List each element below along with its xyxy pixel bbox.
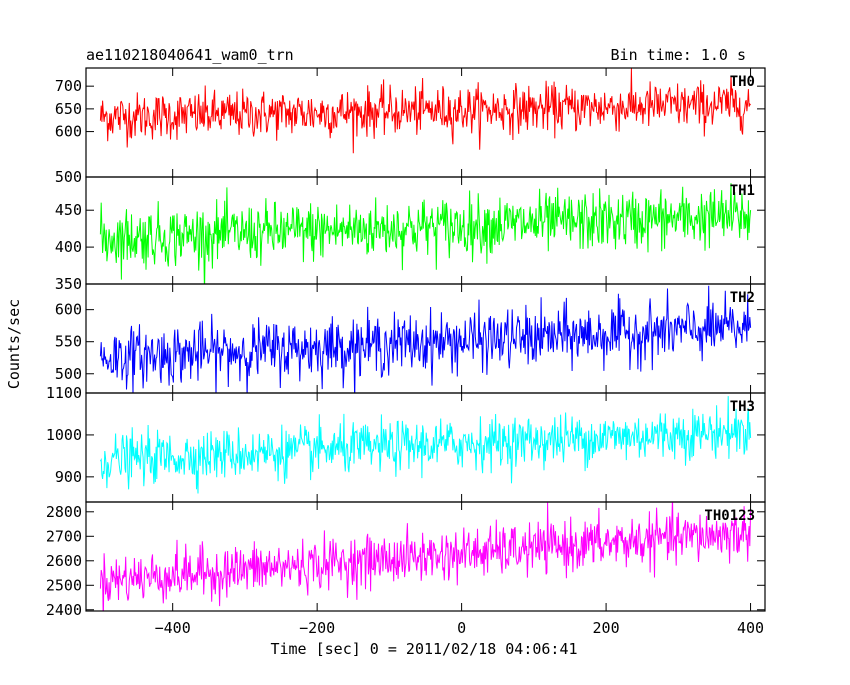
- panels-group: TH0 600 650 700 500 TH1 400 450 350 TH2 500 550 600 T…: [46, 67, 766, 637]
- x-tick-label: 400: [737, 619, 764, 637]
- y-tick-label-th2: 500: [55, 365, 82, 383]
- panel-frame-th0: [85, 67, 766, 178]
- y-tick-label-th1: 450: [55, 201, 82, 219]
- y-tick-label-th0123: 2700: [46, 527, 82, 545]
- series-line-th0: [99, 68, 751, 154]
- bin-time-label: Bin time: 1.0 s: [611, 46, 746, 64]
- y-boundary-label-th3: 1100: [46, 384, 82, 402]
- y-tick-label-th0: 650: [55, 100, 82, 118]
- y-tick-label-th0: 700: [55, 77, 82, 95]
- y-tick-label-th2: 600: [55, 301, 82, 319]
- x-tick-label: −400: [155, 619, 191, 637]
- y-tick-label-th0123: 2800: [46, 503, 82, 521]
- series-line-th3: [99, 396, 752, 494]
- panel-frame-th0123: [85, 501, 766, 612]
- series-line-th0123: [99, 502, 752, 611]
- panel-label-th0: TH0: [730, 74, 755, 90]
- x-tick-label: −200: [299, 619, 335, 637]
- series-line-th1: [99, 183, 752, 284]
- y-tick-label-th2: 550: [55, 333, 82, 351]
- y-tick-label-th3: 1000: [46, 426, 82, 444]
- y-tick-label-th3: 900: [55, 468, 82, 486]
- panel-label-th3: TH3: [730, 399, 755, 415]
- y-tick-label-th1: 400: [55, 238, 82, 256]
- panel-label-th1: TH1: [730, 183, 755, 199]
- x-axis-label: Time [sec] 0 = 2011/02/18 04:06:41: [270, 640, 577, 658]
- panel-label-th2: TH2: [730, 290, 755, 306]
- y-tick-label-th0123: 2400: [46, 601, 82, 619]
- y-tick-label-th0123: 2500: [46, 576, 82, 594]
- y-axis-label: Counts/sec: [5, 299, 23, 389]
- panel-label-th0123: TH0123: [704, 508, 755, 524]
- y-boundary-label-th1: 350: [55, 275, 82, 293]
- x-tick-label: 0: [457, 619, 466, 637]
- x-tick-label: 200: [593, 619, 620, 637]
- y-tick-label-th0: 600: [55, 123, 82, 141]
- series-line-th2: [99, 285, 752, 393]
- y-boundary-label-th0: 500: [55, 168, 82, 186]
- y-tick-label-th0123: 2600: [46, 552, 82, 570]
- chart-title: ae110218040641_wam0_trn: [86, 46, 294, 64]
